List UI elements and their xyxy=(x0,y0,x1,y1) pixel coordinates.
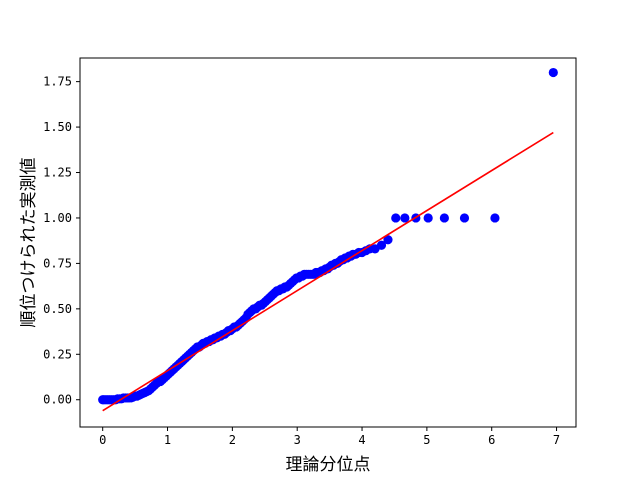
data-point xyxy=(376,240,387,250)
x-tick-label: 5 xyxy=(423,433,430,447)
data-point xyxy=(423,213,433,223)
y-tick-label: 1.75 xyxy=(43,75,72,89)
axes-frame xyxy=(79,57,577,428)
data-point xyxy=(383,235,393,245)
y-tick-label: 1.50 xyxy=(43,120,72,134)
data-point xyxy=(490,213,500,223)
x-tick-label: 2 xyxy=(229,433,236,447)
x-axis-label: 理論分位点 xyxy=(286,455,371,475)
data-point xyxy=(459,213,470,223)
x-tick-label: 7 xyxy=(553,433,560,447)
y-tick-label: 0.25 xyxy=(43,347,72,361)
y-tick-label: 1.25 xyxy=(43,166,72,180)
data-points xyxy=(98,67,558,405)
data-point xyxy=(391,213,401,223)
y-tick-label: 0.75 xyxy=(43,256,72,270)
data-point xyxy=(548,67,558,78)
y-axis-label: 順位つけられた実測値 xyxy=(19,158,39,328)
data-point xyxy=(439,213,449,223)
x-tick-label: 1 xyxy=(164,433,171,447)
x-tick-label: 3 xyxy=(294,433,301,447)
fit-line xyxy=(102,131,554,412)
y-tick-label: 0.50 xyxy=(43,302,72,316)
fit-line-layer xyxy=(102,131,554,412)
x-tick-label: 6 xyxy=(488,433,495,447)
y-tick-label: 0.00 xyxy=(43,393,72,407)
y-tick-label: 1.00 xyxy=(43,211,72,225)
y-axis-ticks: 0.00 0.25 0.50 0.75 1.00 1.25 1.50 1.75 xyxy=(43,75,80,407)
x-tick-label: 4 xyxy=(358,433,365,447)
x-tick-label: 0 xyxy=(99,433,106,447)
data-point xyxy=(400,213,410,223)
x-axis-ticks: 0 1 2 3 4 5 6 7 xyxy=(99,427,560,447)
